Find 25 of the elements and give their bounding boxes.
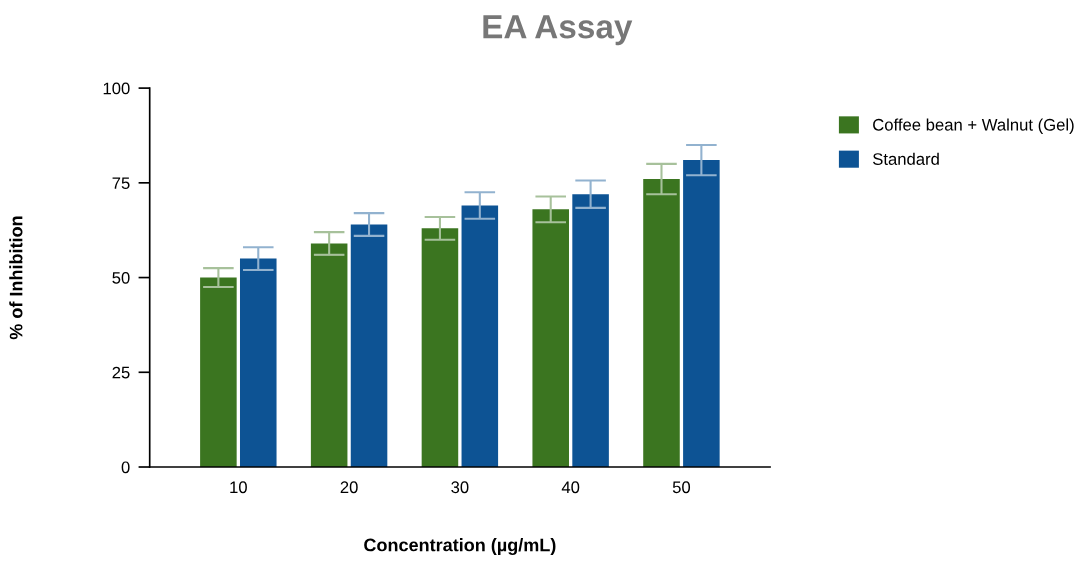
- x-tick-label: 30: [451, 481, 469, 494]
- y-tick-label: 100: [103, 82, 130, 95]
- bar: [421, 228, 459, 468]
- y-tick-label: 0: [121, 461, 130, 474]
- legend-label: Coffee bean + Walnut (Gel): [873, 118, 1074, 134]
- bar: [350, 224, 388, 468]
- y-axis-title: % of Inhibition: [9, 216, 23, 340]
- legend-label: Standard: [873, 152, 939, 165]
- x-tick-label: 10: [230, 481, 247, 494]
- bar: [461, 205, 499, 468]
- x-tick-label: 20: [340, 481, 358, 494]
- x-axis-title: Concentration (µg/mL): [364, 538, 556, 556]
- chart-title: EA Assay: [483, 15, 633, 46]
- bar: [310, 243, 348, 468]
- bar: [532, 209, 569, 468]
- bar: [683, 160, 720, 468]
- bar: [200, 277, 237, 468]
- y-tick-label: 75: [112, 177, 130, 190]
- y-tick-label: 25: [112, 366, 130, 379]
- y-tick-label: 50: [112, 271, 130, 284]
- x-tick-label: 40: [561, 481, 580, 494]
- x-tick-label: 50: [672, 481, 691, 494]
- bar: [572, 194, 609, 468]
- bar: [239, 258, 277, 468]
- bar: [643, 179, 680, 468]
